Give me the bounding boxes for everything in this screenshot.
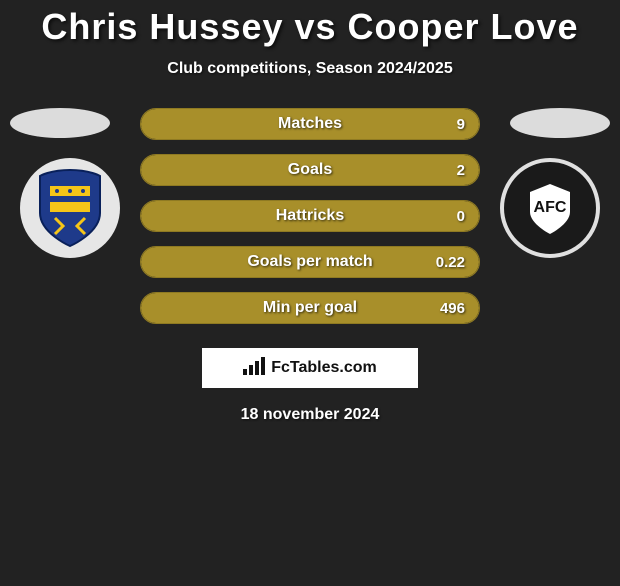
subtitle: Club competitions, Season 2024/2025 [0,60,620,78]
bar-label: Hattricks [276,207,344,225]
stat-bar-goals-per-match: Goals per match 0.22 [140,246,480,278]
bar-value: 9 [457,116,465,133]
bar-value: 0.22 [436,254,465,271]
stat-bars: Matches 9 Goals 2 Hattricks 0 Goals per … [140,108,480,324]
bar-label: Matches [278,115,342,133]
comparison-panel: AFC Matches 9 Goals 2 Hattricks 0 Goals … [0,108,620,424]
svg-text:AFC: AFC [534,199,567,216]
player-slot-left [10,108,110,138]
brand-box: FcTables.com [202,348,418,388]
footer-date: 18 november 2024 [0,406,620,424]
stat-bar-hattricks: Hattricks 0 [140,200,480,232]
bar-value: 496 [440,300,465,317]
stat-bar-min-per-goal: Min per goal 496 [140,292,480,324]
bar-value: 2 [457,162,465,179]
bars-logo-icon [243,357,265,380]
bar-value: 0 [457,208,465,225]
player-slot-right [510,108,610,138]
page-title: Chris Hussey vs Cooper Love [0,6,620,48]
brand-text: FcTables.com [271,359,377,377]
afc-crest-icon: AFC [520,178,580,238]
stat-bar-matches: Matches 9 [140,108,480,140]
club-badge-left [20,158,120,258]
bar-label: Goals [288,161,332,179]
bar-label: Min per goal [263,299,357,317]
port-county-crest-icon [35,168,105,248]
club-badge-right: AFC [500,158,600,258]
bar-label: Goals per match [247,253,372,271]
stat-bar-goals: Goals 2 [140,154,480,186]
